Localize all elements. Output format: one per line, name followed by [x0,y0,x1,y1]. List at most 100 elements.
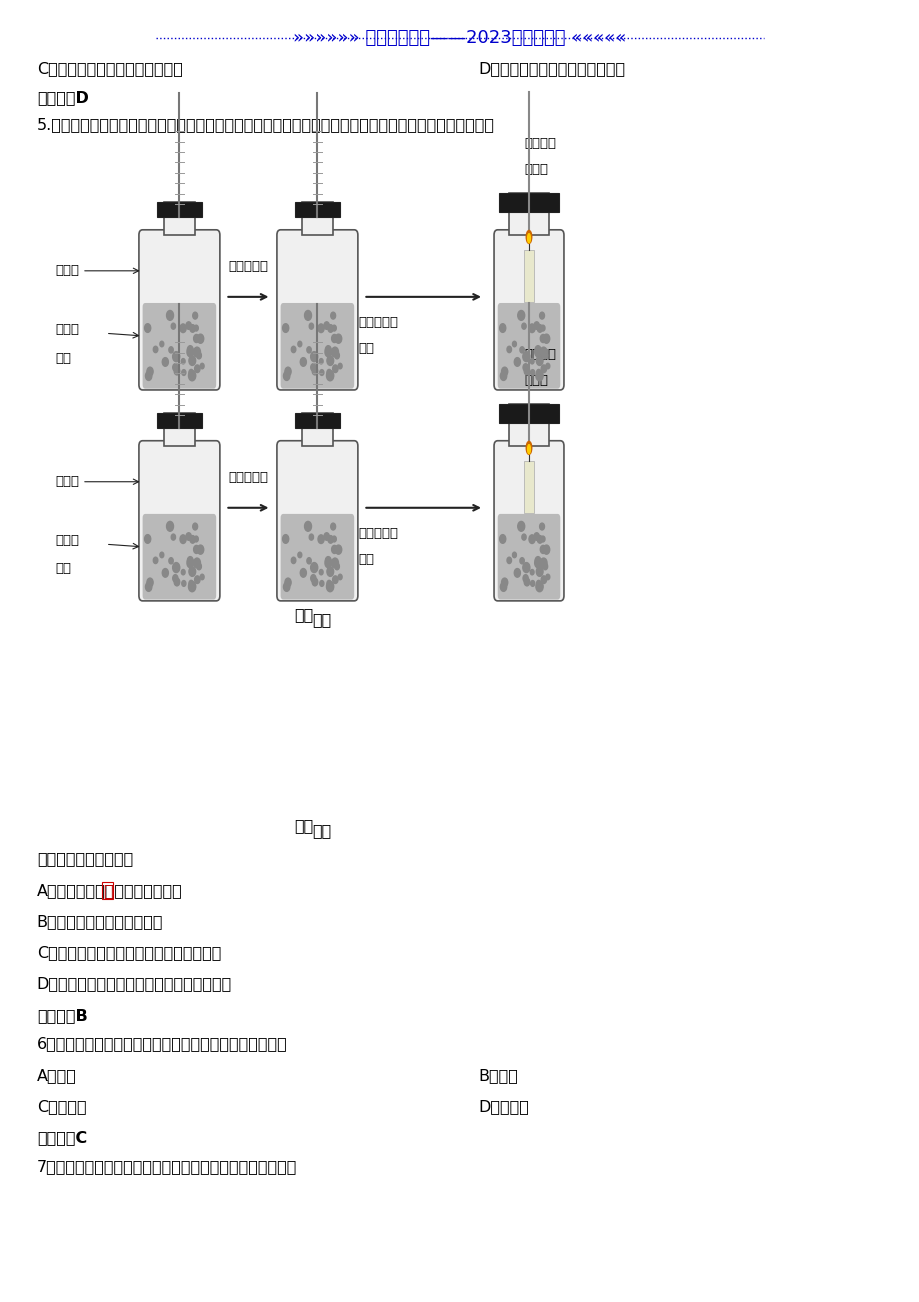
Text: C．甲组蜡烛迅速熄灭，乙组蜡烛继续燃烧: C．甲组蜡烛迅速熄灭，乙组蜡烛继续燃烧 [37,945,221,961]
Circle shape [298,341,301,346]
Circle shape [145,582,152,591]
Circle shape [535,556,540,565]
Bar [294,414,340,428]
Circle shape [180,324,186,332]
Circle shape [536,566,542,577]
Circle shape [312,367,317,375]
Circle shape [181,358,185,365]
Circle shape [536,355,542,366]
Circle shape [335,546,341,555]
Circle shape [194,326,199,331]
Text: 一段时间后: 一段时间后 [228,260,268,273]
FancyBboxPatch shape [277,229,357,391]
Text: 一段时间后: 一段时间后 [228,471,268,484]
Text: 种子: 种子 [55,562,71,575]
Text: D．实验可证明萌发的种子呼吸作用消耗氧气: D．实验可证明萌发的种子呼吸作用消耗氧气 [37,976,232,992]
Circle shape [153,557,158,564]
Circle shape [539,348,547,357]
Circle shape [542,335,550,344]
Circle shape [524,578,529,586]
Circle shape [282,535,289,543]
Circle shape [529,569,533,575]
Circle shape [335,335,341,344]
Circle shape [535,582,542,591]
Circle shape [291,557,296,564]
Circle shape [335,562,339,570]
Circle shape [512,552,516,557]
Circle shape [320,581,323,586]
Circle shape [283,371,289,380]
Circle shape [311,574,315,582]
Circle shape [145,371,152,380]
Text: 5.同学们在课堂上利用萌发的和煮熟的种子（初始温度相同）探究植物的呼吸作用，实验过程及结果如图。: 5.同学们在课堂上利用萌发的和煮熟的种子（初始温度相同）探究植物的呼吸作用，实验… [37,117,494,133]
FancyBboxPatch shape [280,303,354,388]
Circle shape [534,559,541,568]
Circle shape [524,367,529,375]
Text: D．重度遮阴条件最适宜培育幼苗: D．重度遮阴条件最适宜培育幼苗 [478,61,625,77]
Circle shape [144,535,151,543]
Circle shape [333,365,337,372]
Text: 萌发的: 萌发的 [55,323,79,336]
Circle shape [169,346,173,353]
Circle shape [285,367,290,376]
Circle shape [326,566,334,577]
Circle shape [533,533,539,540]
Text: 示数: 示数 [358,553,374,566]
Circle shape [200,363,204,368]
Circle shape [319,569,323,575]
Circle shape [311,363,315,371]
Circle shape [331,335,337,342]
Circle shape [193,348,200,357]
Text: 的蜡烛: 的蜡烛 [524,375,548,388]
Bar [164,414,195,445]
Circle shape [519,557,524,564]
Circle shape [166,521,174,531]
Circle shape [188,355,196,366]
Circle shape [499,535,505,543]
Circle shape [540,365,546,372]
Text: 种子: 种子 [55,352,71,365]
Text: A．淀粉: A．淀粉 [37,1068,76,1083]
Text: »»»»»» 历年考试真题——2023年最新整理 «««««: »»»»»» 历年考试真题——2023年最新整理 ««««« [293,29,626,47]
Text: 下列相关叙述错误的是: 下列相关叙述错误的是 [37,852,133,867]
Circle shape [195,575,199,583]
Circle shape [166,310,174,320]
Circle shape [193,559,200,568]
Circle shape [523,574,528,582]
FancyBboxPatch shape [139,440,220,602]
Circle shape [501,578,507,587]
Circle shape [521,534,526,540]
Circle shape [144,324,151,332]
Circle shape [514,569,520,577]
Circle shape [298,552,301,557]
Text: 读取温度计: 读取温度计 [358,527,398,540]
Circle shape [147,367,153,376]
Circle shape [147,578,153,587]
Circle shape [542,352,547,359]
Bar [156,414,202,428]
Circle shape [194,536,199,542]
Circle shape [186,322,191,329]
Circle shape [187,556,193,565]
Circle shape [331,348,338,357]
Text: D．蛋白质: D．蛋白质 [478,1099,528,1115]
Circle shape [318,535,323,543]
Circle shape [542,546,550,555]
Circle shape [181,569,185,575]
Circle shape [174,367,179,375]
Text: 甲组: 甲组 [312,612,331,628]
Text: 温度计: 温度计 [55,475,139,488]
Circle shape [283,582,289,591]
Circle shape [523,363,528,371]
Circle shape [188,582,196,591]
Circle shape [326,371,334,380]
Circle shape [545,363,550,368]
Text: 【答案】D: 【答案】D [37,90,88,105]
Text: 乙组: 乙组 [312,823,331,838]
Text: 示数: 示数 [358,342,374,355]
Circle shape [197,352,201,359]
Circle shape [186,533,191,540]
Text: 放入燃烧: 放入燃烧 [524,349,556,361]
Circle shape [540,326,544,331]
Circle shape [500,371,506,380]
